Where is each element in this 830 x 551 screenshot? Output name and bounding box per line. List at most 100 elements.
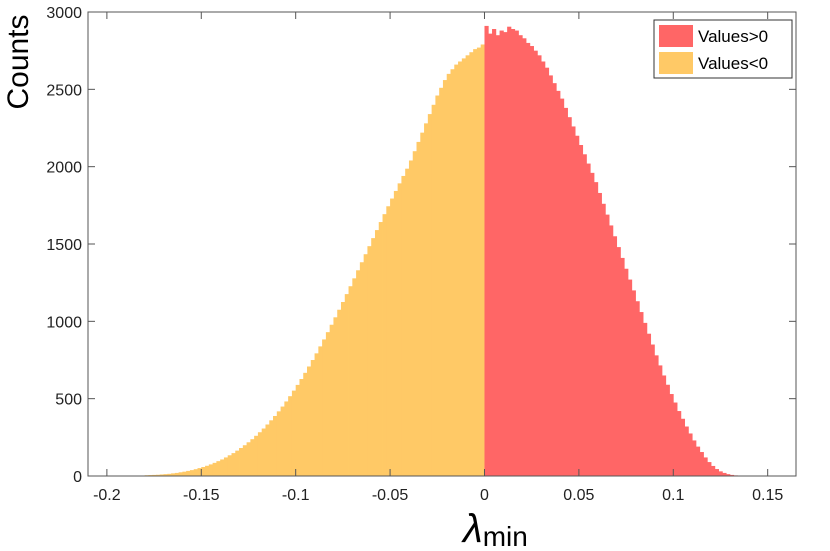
histogram-bar-neg [329,324,334,476]
histogram-bar-neg [480,44,485,476]
histogram-bar-neg [356,270,361,476]
histogram-bar-pos [661,375,667,476]
histogram-bar-neg [348,286,353,476]
histogram-bar-pos [646,333,652,476]
histogram-bar-pos [620,257,625,476]
histogram-bar-pos [593,182,599,476]
y-tick-label: 0 [73,469,82,486]
y-tick-label: 2000 [46,160,82,177]
histogram-bar-neg [174,472,180,476]
histogram-bar-pos [695,446,701,476]
histogram-bar-pos [711,465,716,476]
histogram-bar-neg [401,175,406,476]
histogram-bar-neg [171,473,176,476]
histogram-bar-pos [612,236,618,476]
histogram-bar-pos [560,98,565,477]
histogram-bar-neg [280,406,285,476]
histogram-bar-neg [193,469,198,476]
histogram-bar-neg [374,230,380,476]
histogram-bar-pos [699,452,704,476]
histogram-bar-pos [729,474,735,476]
histogram-bar-neg [439,87,444,476]
histogram-bar-neg [382,214,387,476]
histogram-bar-neg [333,317,338,476]
histogram-bar-neg [431,104,436,477]
histogram-bar-neg [299,379,304,476]
histogram-bar-pos [575,135,580,477]
histogram-bar-pos [529,46,534,476]
x-axis-label-main: λ [461,507,483,551]
histogram-bar-neg [397,183,402,476]
histogram-bar-neg [367,246,372,476]
histogram-bar-pos [544,67,550,477]
histogram-bar-neg [254,435,259,476]
histogram-bar-pos [684,426,689,476]
histogram-bar-neg [257,432,263,476]
histogram-bar-pos [578,145,584,476]
histogram-bar-pos [665,384,670,476]
histogram-bar-neg [363,254,368,476]
histogram-bar-pos [533,50,538,477]
histogram-bar-neg [178,472,183,476]
histogram-bar-neg [473,49,478,477]
histogram-bar-pos [590,172,595,476]
histogram-bar-neg [216,461,221,476]
x-tick-label: -0.15 [183,487,220,504]
histogram-bar-neg [393,190,399,476]
histogram-bar-pos [677,411,682,476]
histogram-bar-neg [359,262,365,476]
histogram-bar-neg [273,415,278,476]
histogram-bar-pos [518,35,523,476]
histogram-bar-pos [673,402,678,476]
histogram-bar-pos [714,469,719,476]
histogram-bar-neg [446,73,451,477]
histogram-bar-neg [352,278,357,476]
histogram-bar-pos [522,38,527,476]
histogram-bar-pos [552,83,557,477]
histogram-bar-pos [650,344,655,476]
histogram-bar-pos [627,279,633,476]
x-tick-label: 0.05 [563,487,594,504]
histogram-bar-neg [458,61,463,477]
histogram-bar-pos [495,35,500,476]
legend-label-values-pos: Values>0 [698,27,768,46]
histogram-bar-pos [688,433,693,476]
histogram-bar-pos [567,117,572,477]
legend: Values>0 Values<0 [653,19,793,79]
histogram-bar-neg [239,448,244,476]
histogram-bar-pos [707,462,712,476]
histogram-bar-pos [541,61,546,477]
histogram-bar-pos [510,29,516,476]
histogram-bar-pos [499,30,504,477]
histogram-bar-neg [465,55,470,477]
histogram-bar-neg [412,151,417,476]
histogram-bar-neg [424,123,429,477]
histogram-bar-neg [344,294,349,476]
histogram-bar-pos [726,474,731,476]
histogram-bar-pos [631,290,636,476]
x-tick-label: -0.1 [282,487,310,504]
y-tick-label: 2500 [46,82,82,99]
legend-swatch-values-neg [659,52,693,74]
y-tick-label: 500 [55,392,82,409]
histogram-bar-neg [310,360,315,476]
histogram-bar-pos [556,90,561,476]
histogram-bar-neg [408,160,414,477]
histogram-bar-pos [537,55,542,477]
histogram-bar-pos [680,418,686,476]
histogram-bar-pos [658,365,663,476]
histogram-bar-neg [186,470,191,476]
histogram-bar-neg [231,453,236,476]
histogram-bar-neg [189,470,195,476]
histogram-bar-pos [609,225,614,476]
x-axis-label-subscript: min [483,521,528,551]
histogram-bar-neg [307,366,312,476]
histogram-bar-neg [235,450,240,476]
histogram-bar-neg [303,372,308,476]
histogram-bar-neg [242,445,247,476]
histogram-bar-neg [152,474,157,476]
histogram-bar-neg [212,462,217,476]
histogram-bar-neg [386,206,391,476]
histogram-bar-pos [692,440,697,476]
histogram-bar-neg [261,428,266,476]
